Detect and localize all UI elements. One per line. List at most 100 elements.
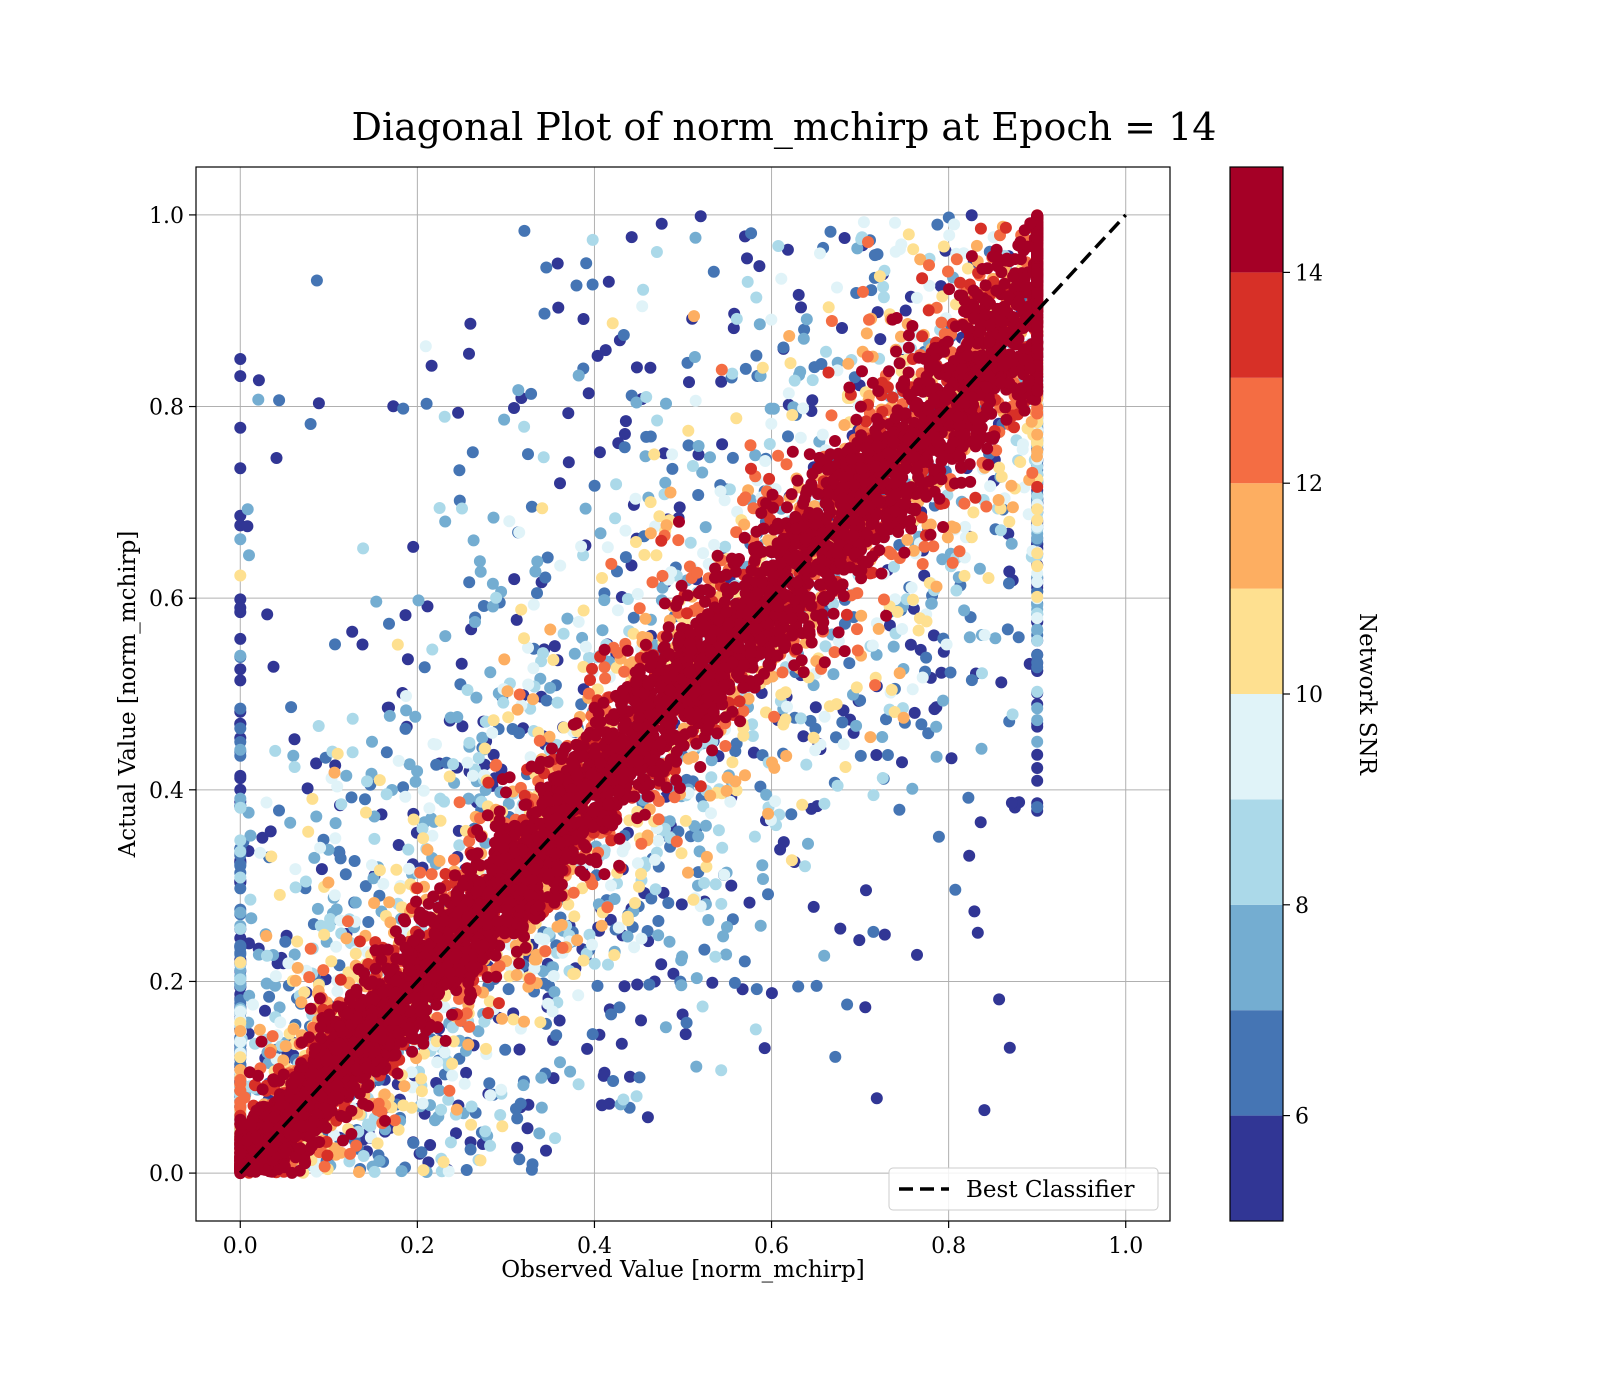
scatter-point: [675, 954, 688, 967]
scatter-point: [496, 1120, 509, 1133]
scatter-point: [907, 243, 920, 256]
scatter-point: [716, 841, 729, 854]
scatter-point: [501, 685, 514, 698]
scatter-point: [314, 919, 327, 932]
scatter-point: [680, 1016, 693, 1029]
scatter-point: [462, 1038, 475, 1051]
scatter-point: [360, 806, 372, 819]
scatter-point: [603, 1097, 616, 1110]
scatter-point: [525, 387, 538, 400]
scatter-point: [635, 1014, 647, 1027]
scatter-point: [980, 500, 993, 513]
scatter-point: [907, 602, 920, 615]
scatter-point: [688, 820, 701, 833]
scatter-point: [715, 375, 728, 388]
scatter-point: [797, 332, 810, 345]
scatter-point: [522, 448, 534, 461]
scatter-point: [552, 301, 565, 314]
scatter-point: [416, 1097, 429, 1110]
scatter-point: [637, 283, 650, 296]
scatter-point: [284, 816, 297, 829]
scatter-point: [621, 930, 634, 943]
scatter-point: [720, 948, 733, 961]
scatter-point: [930, 750, 943, 763]
scatter-point: [540, 261, 553, 274]
scatter-point: [806, 374, 819, 387]
scatter-point: [999, 221, 1012, 234]
scatter-point: [783, 330, 796, 342]
scatter-point: [880, 713, 892, 726]
scatter-point: [571, 934, 584, 947]
scatter-point: [630, 396, 643, 409]
scatter-point: [288, 761, 301, 773]
scatter-point: [477, 600, 490, 612]
scatter-point: [870, 648, 883, 661]
scatter-point: [392, 754, 405, 767]
scatter-point: [705, 771, 718, 784]
scatter-point: [302, 825, 315, 838]
scatter-point: [675, 898, 688, 911]
scatter-point: [870, 749, 883, 761]
scatter-point: [689, 394, 702, 407]
scatter-point: [1031, 514, 1044, 527]
scatter-point: [458, 1077, 471, 1090]
scatter-point: [411, 765, 424, 778]
scatter-point: [646, 576, 659, 589]
scatter-point: [498, 413, 511, 426]
scatter-point: [244, 829, 257, 842]
scatter-point: [718, 868, 731, 881]
scatter-point: [511, 703, 524, 716]
scatter-point: [1026, 466, 1039, 479]
scatter-point: [474, 1154, 487, 1167]
scatter-point: [269, 744, 282, 757]
scatter-point: [760, 788, 773, 801]
scatter-point: [1031, 490, 1044, 503]
scatter-point: [911, 948, 923, 961]
scatter-point: [234, 1077, 247, 1090]
scatter-point: [1003, 1041, 1016, 1054]
scatter-point: [618, 441, 631, 454]
scatter-point: [260, 930, 273, 942]
scatter-point: [502, 797, 515, 810]
scatter-point: [885, 683, 898, 696]
scatter-point: [508, 402, 520, 414]
scatter-point: [553, 1014, 566, 1027]
scatter-point: [234, 649, 247, 662]
scatter-point: [889, 216, 901, 229]
scatter-point: [709, 878, 722, 891]
scatter-point: [577, 604, 590, 617]
scatter-point: [976, 667, 988, 680]
scatter-point: [453, 796, 466, 809]
scatter-point: [780, 458, 793, 471]
scatter-point: [1031, 762, 1044, 774]
scatter-point: [689, 231, 702, 244]
scatter-point: [688, 310, 700, 323]
scatter-point: [234, 702, 247, 715]
scatter-point: [644, 361, 657, 374]
scatter-point: [930, 720, 943, 733]
scatter-point: [402, 843, 415, 856]
scatter-point: [586, 278, 599, 291]
scatter-point: [615, 1037, 628, 1050]
scatter-point: [480, 1042, 492, 1055]
scatter-point: [273, 394, 286, 407]
scatter-point: [241, 520, 254, 533]
scatter-point: [786, 409, 799, 421]
scatter-point: [675, 847, 688, 860]
scatter-point: [583, 651, 595, 664]
scatter-point: [511, 1141, 524, 1154]
scatter-point: [554, 477, 566, 490]
scatter-point: [624, 1070, 636, 1083]
scatter-point: [797, 730, 810, 743]
scatter-point: [641, 1111, 654, 1124]
scatter-point: [531, 587, 543, 600]
scatter-point: [547, 961, 559, 974]
scatter-point: [721, 921, 733, 933]
scatter-point: [601, 901, 614, 914]
scatter-point: [484, 1139, 497, 1152]
scatter-point: [962, 791, 975, 804]
scatter-point: [450, 1127, 462, 1140]
scatter-point: [965, 674, 978, 687]
scatter-point: [727, 322, 740, 335]
scatter-point: [330, 940, 343, 953]
